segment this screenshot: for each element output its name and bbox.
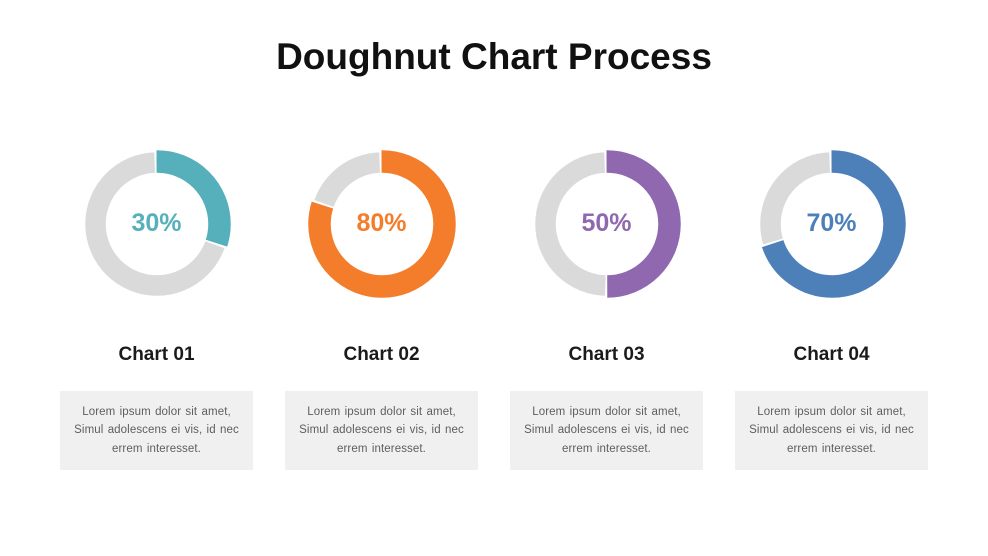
charts-row: 30% Chart 01 Lorem ipsum dolor sit amet,… [0,148,988,471]
chart-description-box: Lorem ipsum dolor sit amet, Simul adoles… [285,390,478,471]
chart-name: Chart 02 [343,343,420,365]
chart-description-box: Lorem ipsum dolor sit amet, Simul adoles… [735,390,928,471]
chart-name: Chart 01 [118,343,195,365]
doughnut-ring [531,148,682,299]
donut-percent-label: 30% [131,209,182,238]
doughnut-ring [756,148,907,299]
chart-card-1: 30% Chart 01 Lorem ipsum dolor sit amet,… [60,148,253,471]
chart-description: Lorem ipsum dolor sit amet, Simul adoles… [299,405,464,455]
donut-percent-label: 80% [356,209,407,238]
donut-percent-label: 70% [806,209,857,238]
donut-percent-label: 50% [581,209,632,238]
chart-description: Lorem ipsum dolor sit amet, Simul adoles… [749,405,914,455]
doughnut-chart-3: 50% [531,148,682,299]
chart-description: Lorem ipsum dolor sit amet, Simul adoles… [74,405,239,455]
doughnut-ring [306,148,457,299]
chart-description: Lorem ipsum dolor sit amet, Simul adoles… [524,405,689,455]
doughnut-ring [81,148,232,299]
chart-description-box: Lorem ipsum dolor sit amet, Simul adoles… [510,390,703,471]
chart-name: Chart 04 [793,343,870,365]
slide-title: Doughnut Chart Process [276,36,712,77]
doughnut-chart-1: 30% [81,148,232,299]
doughnut-chart-4: 70% [756,148,907,299]
chart-name: Chart 03 [568,343,645,365]
chart-card-3: 50% Chart 03 Lorem ipsum dolor sit amet,… [510,148,703,471]
chart-card-2: 80% Chart 02 Lorem ipsum dolor sit amet,… [285,148,478,471]
chart-description-box: Lorem ipsum dolor sit amet, Simul adoles… [60,390,253,471]
chart-card-4: 70% Chart 04 Lorem ipsum dolor sit amet,… [735,148,928,471]
doughnut-chart-2: 80% [306,148,457,299]
